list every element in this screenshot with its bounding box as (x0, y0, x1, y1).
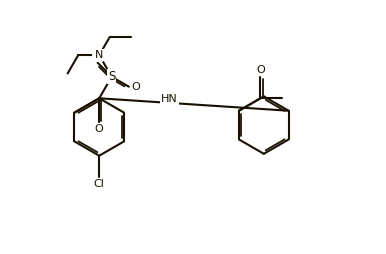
Text: O: O (256, 65, 265, 75)
Text: O: O (93, 51, 102, 61)
Text: S: S (108, 70, 115, 83)
Text: N: N (95, 50, 103, 60)
Text: O: O (131, 82, 140, 92)
Text: HN: HN (161, 94, 178, 104)
Text: Cl: Cl (94, 179, 105, 189)
Text: O: O (95, 124, 103, 134)
